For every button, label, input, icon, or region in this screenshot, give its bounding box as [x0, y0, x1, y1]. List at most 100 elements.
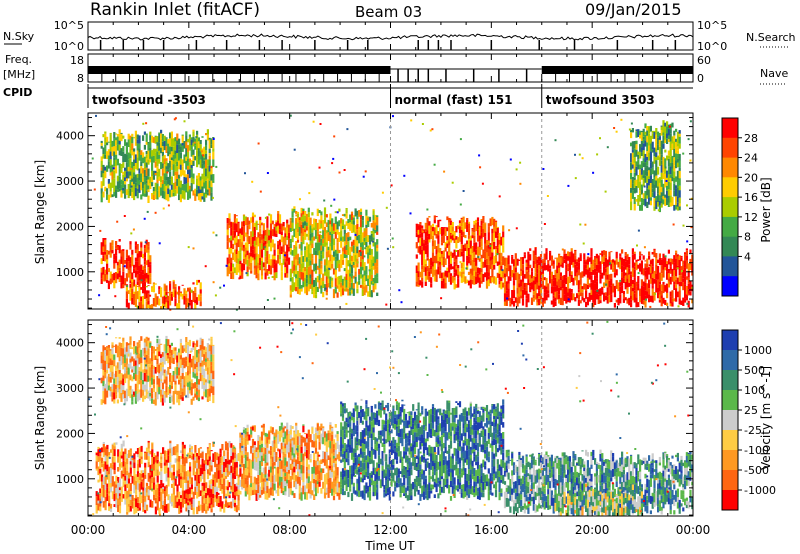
heatmap-cell: [174, 446, 177, 450]
heatmap-cell: [307, 217, 310, 223]
heatmap-cell: [172, 279, 175, 282]
heatmap-cell: [592, 296, 595, 303]
heatmap-cell: [363, 485, 366, 494]
heatmap-cell: [269, 238, 273, 243]
heatmap-cell: [248, 464, 251, 473]
heatmap-cell: [124, 475, 127, 481]
heatmap-cell: [264, 432, 267, 437]
heatmap-cell: [163, 465, 166, 474]
heatmap-speckle: [426, 257, 429, 260]
heatmap-cell: [631, 261, 634, 268]
heatmap-cell: [187, 158, 190, 166]
heatmap-cell: [601, 272, 604, 279]
heatmap-cell: [161, 151, 164, 157]
heatmap-cell: [676, 146, 679, 151]
heatmap-cell: [286, 253, 289, 262]
heatmap-cell: [444, 258, 447, 265]
heatmap-cell: [484, 232, 487, 237]
heatmap-cell: [648, 176, 651, 179]
heatmap-cell: [201, 496, 204, 505]
heatmap-cell: [145, 290, 148, 299]
heatmap-cell: [637, 154, 640, 160]
heatmap-cell: [491, 252, 494, 260]
heatmap-cell: [345, 422, 348, 427]
heatmap-cell: [363, 475, 366, 480]
heatmap-cell: [338, 208, 341, 212]
heatmap-cell: [550, 286, 553, 294]
heatmap-cell: [676, 202, 679, 207]
heatmap-cell: [275, 429, 278, 438]
heatmap-cell: [424, 245, 427, 255]
heatmap-speckle: [615, 130, 618, 133]
heatmap-cell: [161, 184, 164, 191]
heatmap-cell: [356, 219, 359, 224]
heatmap-cell: [352, 283, 355, 289]
heatmap-speckle: [126, 285, 129, 288]
heatmap-cell: [232, 498, 235, 507]
heatmap-cell: [512, 280, 516, 286]
heatmap-cell: [151, 182, 154, 187]
heatmap-cell: [525, 270, 528, 279]
heatmap-cell: [356, 409, 359, 417]
heatmap-cell: [367, 491, 370, 498]
heatmap-cell: [104, 186, 107, 192]
heatmap-cell: [496, 272, 499, 278]
heatmap-cell: [359, 247, 363, 252]
heatmap-cell: [136, 482, 140, 490]
heatmap-cell: [473, 235, 476, 243]
heatmap-cell: [356, 491, 359, 497]
heatmap-cell: [170, 157, 173, 160]
heatmap-cell: [421, 257, 424, 266]
y-tick-label: 2000: [56, 220, 84, 233]
heatmap-cell: [318, 219, 321, 225]
heatmap-cell: [163, 154, 166, 159]
heatmap-cell: [154, 136, 157, 144]
heatmap-cell: [349, 411, 352, 413]
heatmap-cell: [143, 285, 146, 294]
heatmap-cell: [433, 219, 436, 224]
heatmap-cell: [449, 251, 453, 257]
heatmap-cell: [106, 151, 109, 159]
heatmap-cell: [118, 505, 122, 514]
heatmap-cell: [190, 455, 193, 460]
heatmap-cell: [259, 469, 262, 476]
heatmap-speckle: [645, 298, 647, 301]
heatmap-cell: [586, 297, 589, 306]
heatmap-cell: [675, 288, 678, 297]
heatmap-cell: [673, 165, 676, 172]
heatmap-cell: [228, 492, 231, 496]
heatmap-cell: [206, 495, 210, 499]
heatmap-cell: [251, 490, 255, 495]
heatmap-cell: [489, 260, 492, 270]
heatmap-cell: [134, 291, 137, 300]
heatmap-cell: [172, 281, 175, 289]
heatmap-cell: [266, 227, 269, 237]
heatmap-cell: [178, 481, 181, 486]
heatmap-cell: [221, 477, 224, 484]
heatmap-cell: [145, 180, 148, 184]
heatmap-cell: [170, 160, 173, 166]
heatmap-cell: [106, 142, 109, 146]
heatmap-cell: [365, 209, 368, 216]
heatmap-cell: [648, 167, 651, 171]
heatmap-cell: [305, 233, 309, 237]
heatmap-cell: [361, 443, 364, 452]
heatmap-cell: [466, 256, 469, 261]
heatmap-cell: [302, 473, 305, 483]
heatmap-cell: [102, 266, 105, 275]
heatmap-cell: [558, 267, 561, 274]
heatmap-cell: [525, 291, 528, 296]
heatmap-cell: [262, 427, 265, 436]
heatmap-cell: [102, 463, 105, 472]
heatmap-cell: [264, 466, 267, 475]
heatmap-cell: [118, 270, 121, 278]
heatmap-cell: [505, 286, 508, 291]
heatmap-speckle: [459, 138, 462, 141]
heatmap-cell: [367, 217, 370, 221]
heatmap-cell: [669, 148, 672, 157]
heatmap-cell: [149, 135, 152, 140]
heatmap-cell: [269, 242, 273, 252]
heatmap-cell: [134, 270, 137, 278]
heatmap-cell: [192, 507, 195, 515]
heatmap-cell: [323, 474, 327, 483]
